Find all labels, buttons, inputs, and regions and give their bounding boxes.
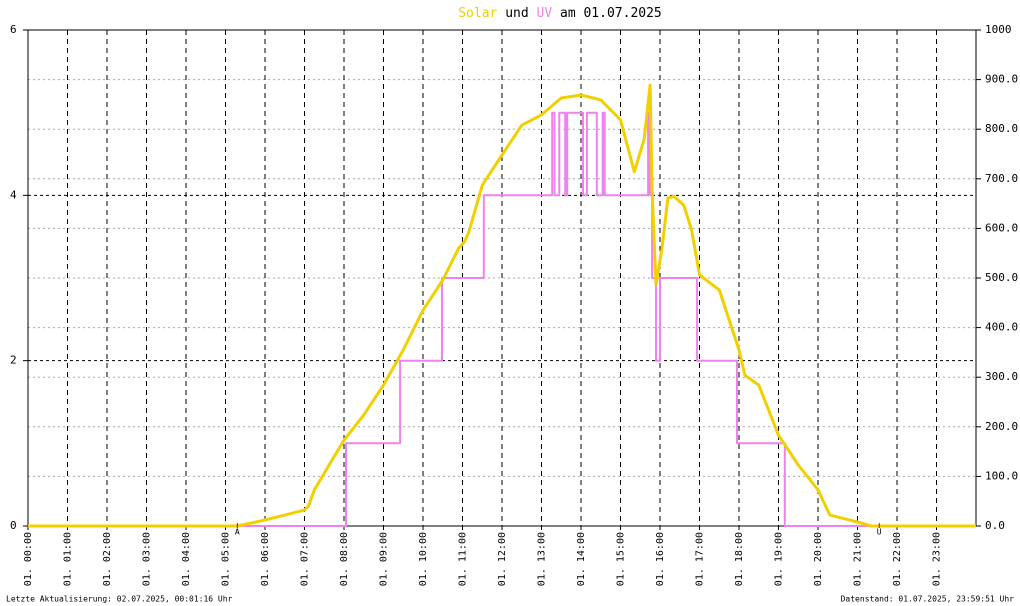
x-tick-label: 01. 01:00	[63, 532, 74, 586]
x-tick-label: 01. 15:00	[616, 532, 627, 586]
x-tick-label: 01. 20:00	[813, 532, 824, 586]
series-line	[28, 83, 976, 528]
x-tick-label: 01. 23:00	[932, 532, 943, 586]
x-tick-label: 01. 09:00	[379, 532, 390, 586]
footer-right: Datenstand: 01.07.2025, 23:59:51 Uhr	[841, 595, 1015, 604]
y2-tick-label: 200.0	[985, 420, 1018, 433]
footer-left: Letzte Aktualisierung: 02.07.2025, 00:01…	[6, 595, 233, 604]
x-tick-label: 01. 14:00	[576, 532, 587, 586]
y-tick-label: 0	[10, 519, 17, 532]
y2-tick-label: 400.0	[985, 321, 1018, 334]
y-tick-label: 6	[10, 23, 17, 36]
x-tick-label: 01. 18:00	[734, 532, 745, 586]
y2-tick-label: 0.0	[985, 519, 1005, 532]
y2-tick-label: 100.0	[985, 469, 1018, 482]
annotation: U	[877, 528, 882, 537]
y-tick-label: 4	[10, 188, 17, 201]
x-tick-label: 01. 06:00	[260, 532, 271, 586]
x-tick-label: 01. 13:00	[537, 532, 548, 586]
x-tick-label: 01. 04:00	[181, 532, 192, 586]
x-tick-label: 01. 08:00	[339, 532, 350, 586]
plot-frame	[27, 29, 977, 527]
x-tick-label: 01. 10:00	[418, 532, 429, 586]
x-tick-label: 01. 00:00	[23, 532, 34, 586]
y2-tick-label: 1000	[985, 23, 1012, 36]
x-tick-label: 01. 02:00	[102, 532, 113, 586]
y2-tick-label: 600.0	[985, 221, 1018, 234]
series-line	[28, 111, 976, 527]
x-tick-label: 01. 03:00	[142, 532, 153, 586]
title-part: und	[505, 6, 536, 21]
x-tick-label: 01. 16:00	[655, 532, 666, 586]
annotation: A	[235, 528, 240, 537]
x-tick-label: 01. 05:00	[221, 532, 232, 586]
y2-tick-label: 500.0	[985, 271, 1018, 284]
x-tick-label: 01. 07:00	[300, 532, 311, 586]
x-tick-label: 01. 22:00	[892, 532, 903, 586]
x-tick-label: 01. 19:00	[774, 532, 785, 586]
x-tick-label: 01. 17:00	[695, 532, 706, 586]
y2-tick-label: 900.0	[985, 73, 1018, 86]
x-tick-label: 01. 21:00	[853, 532, 864, 586]
chart-title: Solar und UV am 01.07.2025	[458, 6, 662, 21]
title-part: am 01.07.2025	[560, 6, 662, 21]
y2-tick-label: 700.0	[985, 172, 1018, 185]
y2-tick-label: 300.0	[985, 370, 1018, 383]
x-tick-label: 01. 11:00	[458, 532, 469, 586]
title-part: UV	[537, 6, 560, 21]
y2-tick-label: 800.0	[985, 122, 1018, 135]
title-part: Solar	[458, 6, 505, 21]
x-tick-label: 01. 12:00	[497, 532, 508, 586]
y-tick-label: 2	[10, 354, 17, 367]
